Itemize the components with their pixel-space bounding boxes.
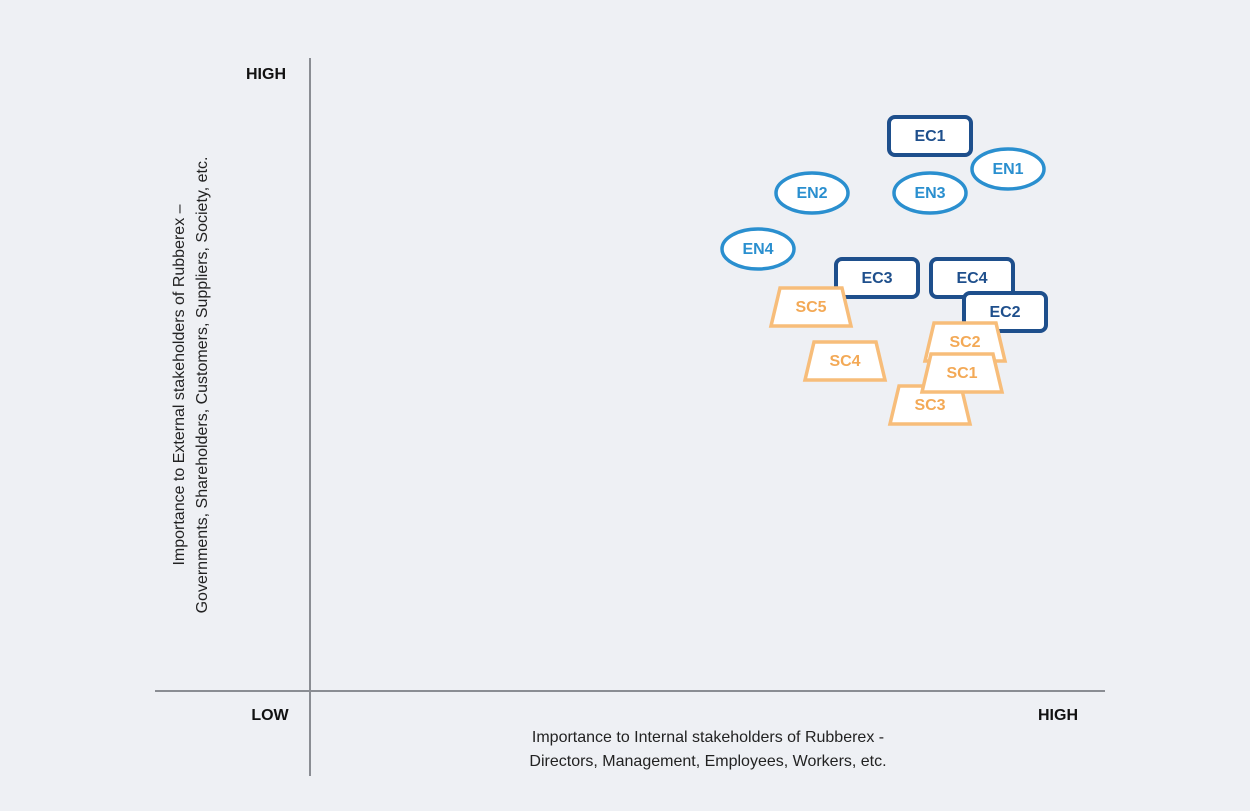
node-box: [887, 115, 973, 157]
node-ellipse: [892, 171, 968, 215]
node-label: EN1: [992, 161, 1023, 178]
node-box: [834, 257, 920, 299]
x-high-label: HIGH: [1038, 707, 1078, 724]
x-axis-title-line: Directors, Management, Employees, Worker…: [529, 753, 886, 770]
node: EN2: [774, 171, 850, 215]
node-label: EN3: [914, 185, 945, 202]
node: SC1: [919, 352, 1005, 394]
y-axis-title-line: Governments, Shareholders, Customers, Su…: [194, 157, 211, 614]
node: SC5: [768, 286, 854, 328]
node-label: EC3: [861, 270, 892, 287]
node-trapezoid: [919, 352, 1005, 394]
node-label: EC1: [914, 128, 945, 145]
node: SC2: [922, 321, 1008, 363]
node: SC4: [802, 340, 888, 382]
node-label: SC3: [914, 397, 945, 414]
node-trapezoid: [802, 340, 888, 382]
node-label: EC2: [989, 304, 1020, 321]
node-label: SC2: [949, 334, 980, 351]
y-high-label: HIGH: [246, 66, 286, 83]
node-ellipse: [720, 227, 796, 271]
node-label: EC4: [956, 270, 987, 287]
node-label: SC4: [829, 353, 860, 370]
node: EN4: [720, 227, 796, 271]
node-label: EN4: [742, 241, 773, 258]
y-axis-title: Importance to External stakeholders of R…: [171, 157, 211, 614]
y-axis-title-line: Importance to External stakeholders of R…: [171, 204, 188, 565]
node: EN3: [892, 171, 968, 215]
node: EC3: [834, 257, 920, 299]
node-label: SC5: [795, 299, 826, 316]
node: EN1: [970, 147, 1046, 191]
node-ellipse: [774, 171, 850, 215]
node-trapezoid: [922, 321, 1008, 363]
node-label: SC1: [946, 365, 977, 382]
node-label: EN2: [796, 185, 827, 202]
node: EC1: [887, 115, 973, 157]
node-ellipse: [970, 147, 1046, 191]
node-trapezoid: [768, 286, 854, 328]
x-axis-title-line: Importance to Internal stakeholders of R…: [532, 729, 884, 746]
x-low-label: LOW: [251, 707, 289, 724]
